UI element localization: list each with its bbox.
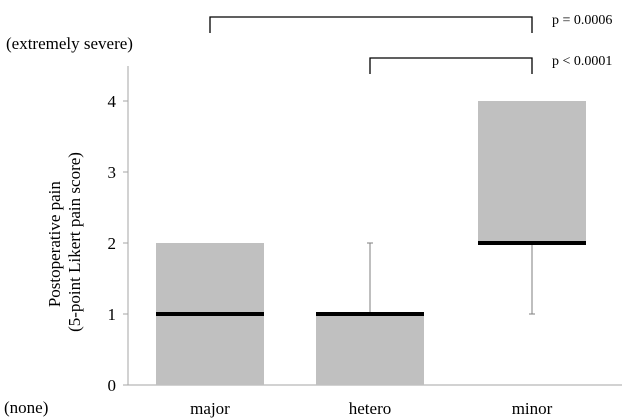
box-minor xyxy=(478,101,586,315)
p-value-label: p < 0.0001 xyxy=(552,54,612,69)
box-body xyxy=(478,101,586,243)
bracket-line xyxy=(369,57,533,74)
y-tick-label: 1 xyxy=(108,305,117,324)
plot-area: 0 1 2 3 4 major hetero minor p = 0.0006 p < 0.000… xyxy=(108,13,622,418)
box-hetero xyxy=(316,242,424,385)
box-major xyxy=(156,243,264,385)
y-tick-label: 2 xyxy=(108,234,117,253)
x-tick-label-hetero: hetero xyxy=(349,399,391,418)
x-tick-label-minor: minor xyxy=(512,399,553,418)
significance-bracket-1: p = 0.0006 xyxy=(209,13,612,33)
y-tick-label: 0 xyxy=(108,376,117,395)
y-tick-label: 4 xyxy=(108,92,117,111)
x-tick-label-major: major xyxy=(190,399,230,418)
y-scale-top-annotation: (extremely severe) xyxy=(6,34,133,53)
box-body xyxy=(316,314,424,385)
p-value-label: p = 0.0006 xyxy=(552,13,612,28)
bracket-line xyxy=(209,16,533,33)
y-axis-title-line-2: (5-point Likert pain score) xyxy=(65,152,84,332)
significance-bracket-2: p < 0.0001 xyxy=(369,54,612,74)
y-scale-bottom-annotation: (none) xyxy=(4,398,48,417)
y-axis-title: Postoperative pain (5-point Likert pain … xyxy=(45,152,84,332)
y-tick-label: 3 xyxy=(108,163,117,182)
y-axis-title-line-1: Postoperative pain xyxy=(45,181,64,308)
